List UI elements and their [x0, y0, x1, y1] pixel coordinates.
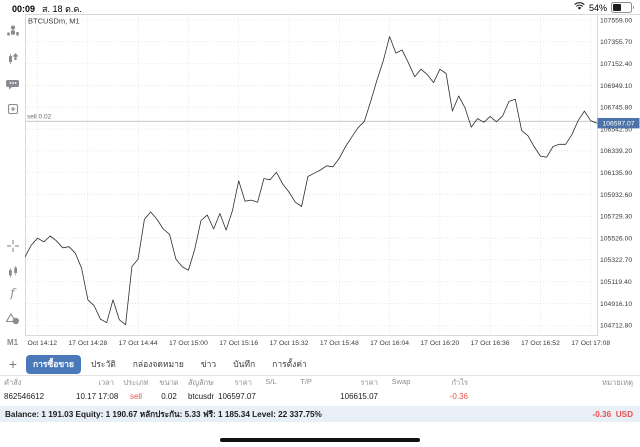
- add-tab-button[interactable]: +: [8, 356, 18, 372]
- svg-text:17 Oct 15:16: 17 Oct 15:16: [219, 340, 258, 347]
- new-order-icon[interactable]: [0, 102, 25, 116]
- svg-text:107152.40: 107152.40: [600, 61, 632, 68]
- svg-text:106542.50: 106542.50: [600, 126, 632, 133]
- col-swap: Swap: [391, 377, 411, 386]
- svg-text:105729.30: 105729.30: [600, 214, 632, 221]
- cell-comment: [472, 392, 640, 401]
- cell-sl: [256, 392, 286, 401]
- floating-profit: -0.36 USD: [592, 410, 640, 419]
- crosshair-icon[interactable]: [0, 239, 25, 253]
- cell-price-open: 106597.07: [218, 392, 256, 401]
- svg-text:17 Oct 17:08: 17 Oct 17:08: [571, 340, 610, 347]
- col-time: เวลา: [98, 378, 114, 387]
- battery-icon: [611, 2, 634, 13]
- col-sl: S/L: [265, 377, 277, 386]
- profit-currency: USD: [615, 409, 633, 419]
- svg-text:17 Oct 16:04: 17 Oct 16:04: [370, 340, 409, 347]
- svg-text:sell 0.02: sell 0.02: [27, 114, 52, 121]
- tab-settings[interactable]: การตั้งค่า: [272, 359, 307, 369]
- svg-text:17 Oct 16:36: 17 Oct 16:36: [471, 340, 510, 347]
- svg-text:17 Oct 15:48: 17 Oct 15:48: [320, 340, 359, 347]
- tab-journal[interactable]: บันทึก: [233, 359, 256, 369]
- orders-table-header: คำสั่ง เวลา ประเภท ขนาด สัญลักษณ์ ราคา S…: [0, 377, 640, 389]
- svg-text:105526.00: 105526.00: [600, 235, 632, 242]
- svg-text:17 Oct 15:00: 17 Oct 15:00: [169, 340, 208, 347]
- svg-text:BTCUSDm, M1: BTCUSDm, M1: [28, 17, 80, 26]
- indicators-icon[interactable]: [0, 265, 25, 279]
- svg-text:106597.07: 106597.07: [602, 121, 634, 128]
- bottom-tab-bar: + การซื้อขาย ประวัติ กล่องจดหมาย ข่าว บั…: [0, 353, 640, 376]
- price-chart[interactable]: 104712.80 104916.10 105119.40 105322.70 1055…: [0, 14, 640, 350]
- wifi-icon: [574, 2, 585, 13]
- col-volume: ขนาด: [159, 378, 179, 387]
- cell-profit: -0.36: [449, 392, 468, 401]
- status-date: ส. 18 ต.ค.: [42, 4, 82, 14]
- col-type: ประเภท: [123, 378, 149, 387]
- account-summary-row: Balance: 1 191.03 Equity: 1 190.67 หลักป…: [0, 406, 640, 422]
- cell-symbol: btcusdm: [188, 392, 214, 401]
- functions-icon[interactable]: f: [10, 286, 15, 300]
- account-summary: Balance: 1 191.03 Equity: 1 190.67 หลักป…: [5, 409, 322, 419]
- svg-text:17 Oct 15:32: 17 Oct 15:32: [270, 340, 309, 347]
- trade-icon[interactable]: [0, 51, 25, 65]
- col-profit: กำไร: [451, 378, 468, 387]
- svg-text:17 Oct 14:28: 17 Oct 14:28: [68, 340, 107, 347]
- svg-text:107559.00: 107559.00: [600, 17, 632, 24]
- svg-text:17 Oct 14:12: 17 Oct 14:12: [18, 340, 57, 347]
- cell-type: sell: [129, 392, 142, 401]
- clock: 00:09: [12, 4, 36, 14]
- cell-time: 10.17 17:08: [76, 392, 118, 401]
- svg-text:17 Oct 16:52: 17 Oct 16:52: [521, 340, 560, 347]
- svg-text:106745.80: 106745.80: [600, 105, 632, 112]
- cell-price-current: 106615.07: [340, 392, 378, 401]
- svg-text:17 Oct 14:44: 17 Oct 14:44: [119, 340, 158, 347]
- chat-icon[interactable]: [0, 77, 25, 91]
- col-symbol: สัญลักษณ์: [188, 378, 214, 387]
- cell-order-id: 862546612: [4, 392, 45, 401]
- svg-text:105119.40: 105119.40: [600, 279, 632, 286]
- tab-mailbox[interactable]: กล่องจดหมาย: [132, 359, 184, 369]
- battery-percent: 54%: [588, 2, 607, 13]
- col-price-open: ราคา: [234, 378, 252, 387]
- tab-news[interactable]: ข่าว: [200, 359, 217, 369]
- svg-text:106339.20: 106339.20: [600, 148, 632, 155]
- col-tp: T/P: [300, 377, 312, 386]
- svg-text:106135.90: 106135.90: [600, 170, 632, 177]
- home-indicator[interactable]: [220, 438, 420, 442]
- col-comment: หมายเหตุ: [602, 378, 633, 387]
- profit-value: -0.36: [592, 409, 612, 419]
- quotes-icon[interactable]: [0, 24, 25, 38]
- status-bar: 00:09 ส. 18 ต.ค. 54%: [0, 0, 640, 14]
- col-order: คำสั่ง: [4, 378, 22, 387]
- cell-volume: 0.02: [161, 392, 177, 401]
- cell-swap: [382, 392, 420, 401]
- svg-text:104712.80: 104712.80: [600, 323, 632, 330]
- svg-text:105932.60: 105932.60: [600, 192, 632, 199]
- tab-history[interactable]: ประวัติ: [90, 359, 116, 369]
- left-toolbar: f M1: [0, 14, 25, 355]
- timeframe-button[interactable]: M1: [6, 338, 19, 347]
- svg-text:105322.70: 105322.70: [600, 257, 632, 264]
- svg-text:104916.10: 104916.10: [600, 301, 632, 308]
- objects-icon[interactable]: [0, 312, 25, 326]
- col-price-current: ราคา: [360, 378, 378, 387]
- svg-text:106949.10: 106949.10: [600, 83, 632, 90]
- svg-text:17 Oct 16:20: 17 Oct 16:20: [420, 340, 459, 347]
- svg-text:107355.70: 107355.70: [600, 39, 632, 46]
- cell-tp: [286, 392, 326, 401]
- position-row[interactable]: 862546612 10.17 17:08 sell 0.02 btcusdm …: [0, 392, 640, 401]
- tab-trade[interactable]: การซื้อขาย: [26, 354, 81, 374]
